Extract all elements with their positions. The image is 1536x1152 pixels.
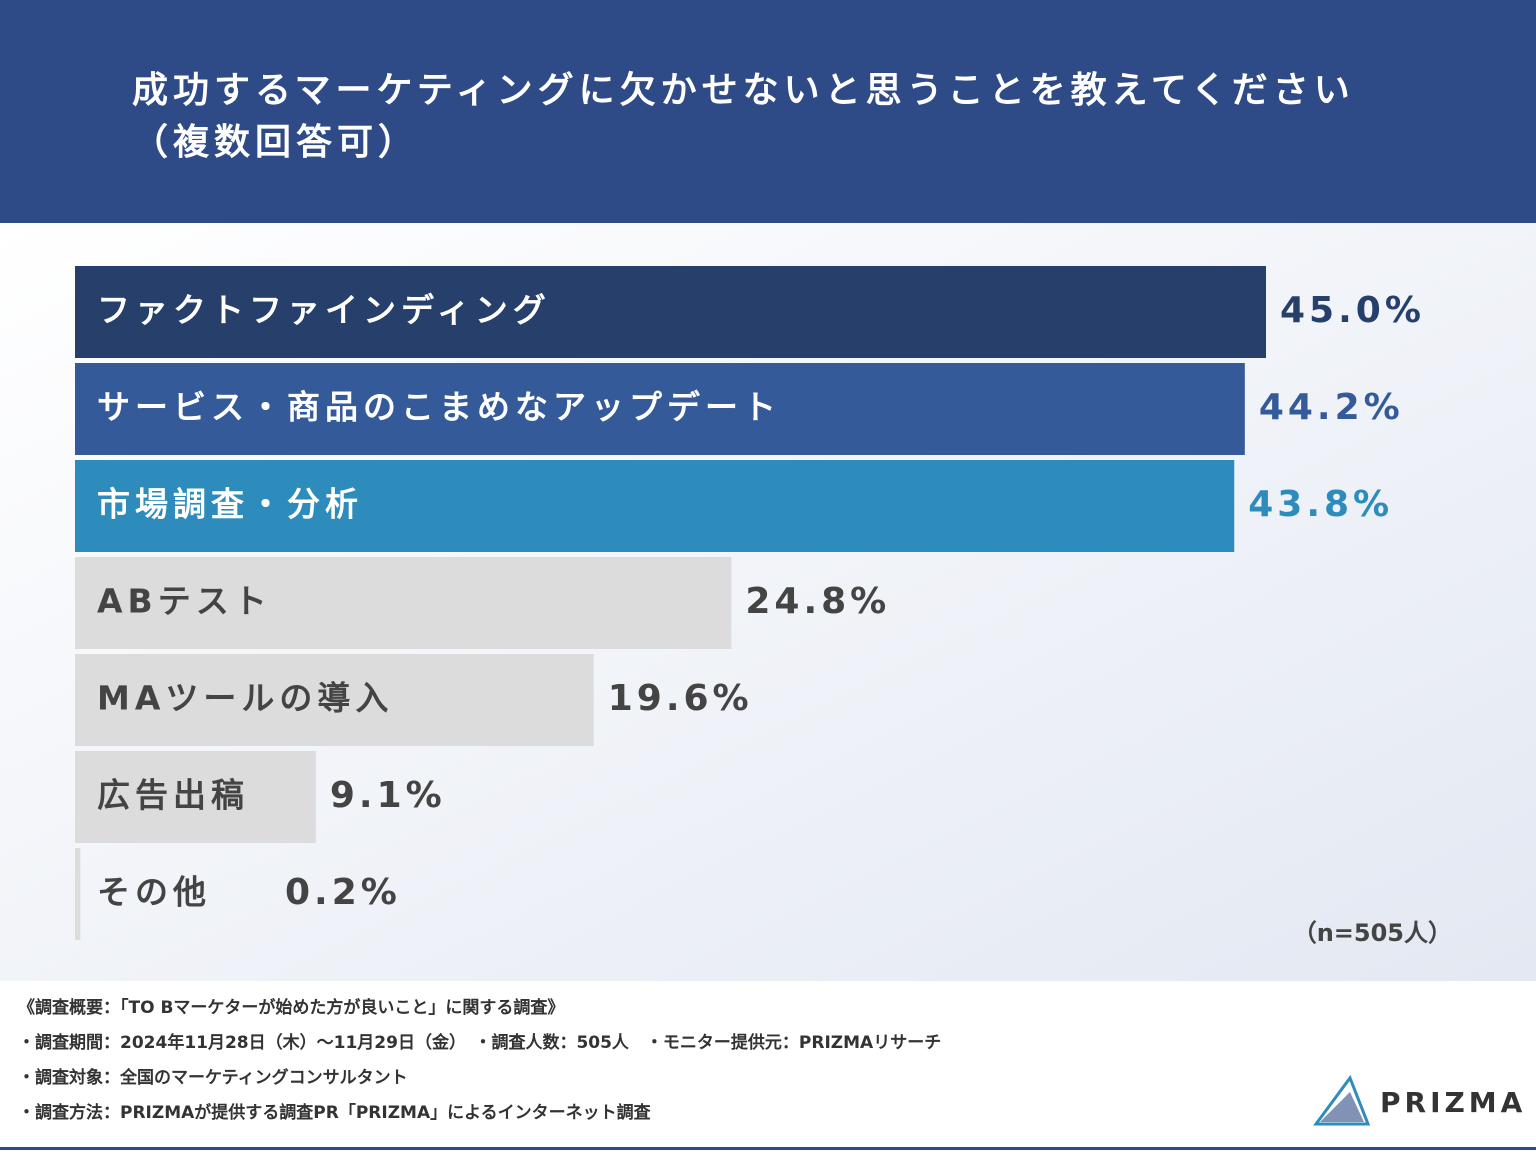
value-label: 0.2%	[285, 872, 401, 913]
bar	[75, 654, 594, 746]
bar	[75, 848, 81, 940]
category-label: 市場調査・分析	[97, 485, 363, 524]
category-label: サービス・商品のこまめなアップデート	[97, 388, 781, 427]
value-label: 24.8%	[745, 581, 890, 622]
header	[0, 0, 1536, 223]
value-label: 44.2%	[1259, 387, 1404, 428]
chart-subtitle: （複数回答可）	[132, 122, 419, 163]
footer-note: ・調査方法：PRIZMAが提供する調査PR「PRIZMA」によるインターネット調…	[18, 1102, 652, 1123]
value-label: 43.8%	[1248, 484, 1393, 525]
category-label: その他	[97, 873, 211, 912]
footer-note: ・調査期間：2024年11月28日（木）～11月29日（金） ・調査人数：505…	[18, 1032, 941, 1053]
category-label: ファクトファインディング	[97, 291, 551, 330]
footer-note: 《調査概要：「TO Bマーケターが始めた方が良いこと」に関する調査》	[18, 997, 564, 1018]
bar	[75, 751, 316, 843]
category-label: MAツールの導入	[97, 679, 393, 718]
bar	[75, 363, 1245, 455]
value-label: 45.0%	[1280, 290, 1425, 331]
chart-title: 成功するマーケティングに欠かせないと思うことを教えてください	[132, 69, 1355, 111]
sample-note: （n=505人）	[1293, 919, 1452, 947]
logo-mark-inner	[1320, 1092, 1364, 1122]
category-label: ABテスト	[97, 582, 272, 621]
bar	[75, 266, 1266, 358]
logo-mark	[1313, 1074, 1371, 1126]
bar	[75, 460, 1235, 552]
category-label: 広告出稿	[97, 776, 249, 815]
value-label: 19.6%	[608, 678, 753, 719]
value-label: 9.1%	[330, 775, 446, 816]
logo-text: PRIZMA	[1380, 1086, 1526, 1119]
footer-line	[0, 1147, 1536, 1150]
logo: PRIZMA	[1313, 1074, 1526, 1126]
bar	[75, 557, 732, 649]
footer	[0, 981, 1536, 1152]
footer-note: ・調査対象：全国のマーケティングコンサルタント	[18, 1067, 408, 1088]
